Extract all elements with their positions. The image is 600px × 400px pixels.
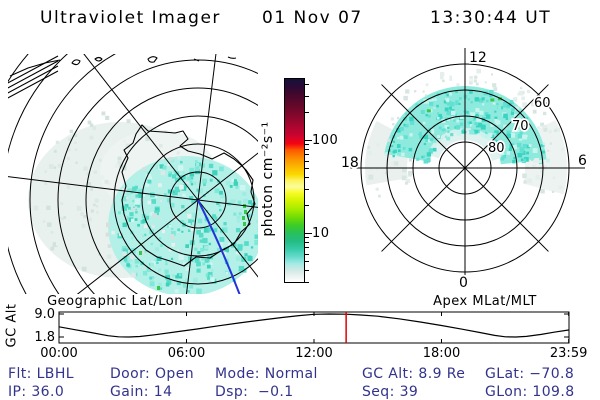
colorbar-tick-10: 10 [312,226,330,241]
colorbar-tick [305,242,309,243]
apex-caption: Apex MLat/MLT [433,294,537,309]
colorbar-tick [305,168,309,169]
status-door: Door: Open [110,366,194,382]
status-gcalt: GC Alt: 8.9 Re [362,366,466,382]
timeline-xtick-label: 23:59 [550,346,587,360]
geo-map-content [8,54,258,294]
colorbar-tick [305,282,309,283]
orbit-altitude-plot: 00:00 06:00 12:00 18:00 23:59 9.0 1.8 [34,307,587,360]
colorbar-tick [305,154,309,155]
mlat-label-80: 80 [488,141,505,156]
app-title: Ultraviolet Imager [40,8,221,28]
mlat-label-60: 60 [534,96,551,111]
coastline [8,55,256,267]
colorbar-tick [305,189,309,190]
mlt-label-18: 18 [341,155,359,171]
colorbar-tick [305,270,309,271]
geo-grid [8,54,258,294]
aurora-region-geographic [28,111,258,294]
colorbar-tick [305,237,309,238]
geographic-map-panel [8,54,258,294]
colorbar-tick [305,84,309,85]
colorbar-tick [305,254,309,255]
colorbar-tick [305,261,309,262]
orbit-track-line [197,199,241,294]
colorbar-tick [305,112,309,113]
timeline-xtick-label: 06:00 [168,346,205,360]
colorbar-tick [305,144,309,145]
status-seq: Seq: 39 [362,384,419,400]
timeline-xtick-label: 18:00 [423,346,460,360]
colorbar-tick [305,205,309,206]
timeline-xtick-label: 12:00 [295,346,332,360]
colorbar-tick [305,161,309,162]
geographic-caption: Geographic Lat/Lon [47,294,183,309]
mlat-label-70: 70 [512,119,529,134]
altitude-axis-label: GC Alt [4,303,20,348]
status-glat: GLat: −70.8 [485,366,575,382]
time-label: 13:30:44 UT [430,8,552,28]
colorbar [284,78,305,283]
status-glon: GLon: 109.8 [485,384,575,400]
apex-grid [345,48,585,288]
timeline-xtick-label: 00:00 [40,346,77,360]
colorbar-tick [305,96,309,97]
status-flt: Flt: LBHL [8,366,74,382]
status-gain: Gain: 14 [110,384,173,400]
mlt-label-12: 12 [469,50,487,66]
timeline-box [58,311,570,344]
mlt-label-6: 6 [578,153,587,169]
colorbar-tick [305,233,312,234]
colorbar-tick [305,140,312,141]
status-mode: Mode: Normal [215,366,318,382]
status-dsp: Dsp: −0.1 [215,384,294,400]
timeline-ytick-label: 1.8 [34,330,55,345]
colorbar-tick [305,177,309,178]
colorbar-tick [305,247,309,248]
timeline-ytick-label: 9.0 [34,307,55,322]
colorbar-tick-100: 100 [312,133,339,148]
altitude-curve [58,313,569,338]
colorbar-units-label: photon cm⁻²s⁻¹ [260,121,276,237]
mlt-label-0: 0 [459,275,468,291]
date-label: 01 Nov 07 [262,8,363,28]
status-ip: IP: 36.0 [8,384,65,400]
colorbar-tick [305,149,309,150]
